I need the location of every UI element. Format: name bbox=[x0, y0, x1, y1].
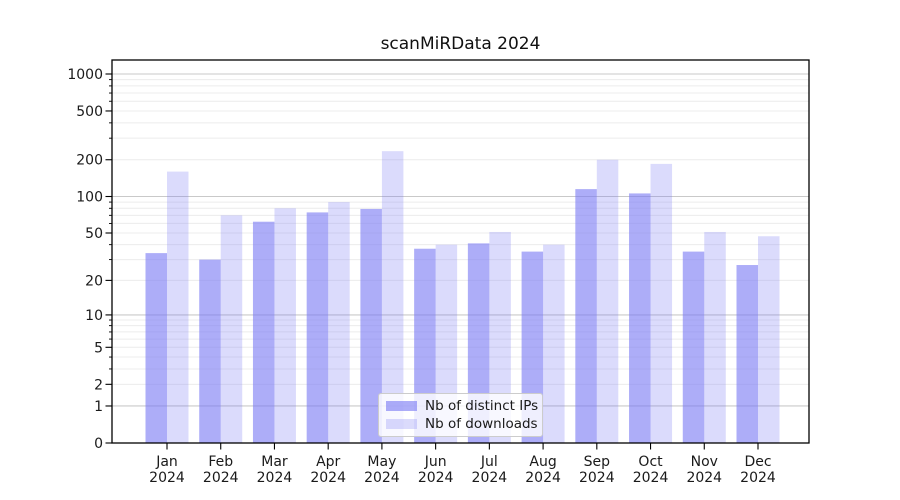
bar-may-s0 bbox=[360, 208, 382, 443]
chart-title: scanMiRData 2024 bbox=[380, 34, 541, 54]
legend-swatch-downloads bbox=[386, 419, 417, 429]
plot-frame bbox=[111, 59, 810, 444]
bar-sep-s0 bbox=[575, 189, 597, 443]
y-tick-label: 5 bbox=[94, 340, 103, 356]
bar-dec-s0 bbox=[736, 265, 758, 443]
bar-jul-s1 bbox=[489, 231, 511, 443]
x-tick-label-dec: Dec 2024 bbox=[740, 454, 776, 486]
x-tick-label-jul: Jul 2024 bbox=[472, 454, 508, 486]
x-tick-label-jan: Jan 2024 bbox=[149, 454, 185, 486]
x-tick-label-feb: Feb 2024 bbox=[203, 454, 239, 486]
bar-oct-s1 bbox=[650, 163, 673, 443]
bar-jan-s1 bbox=[167, 171, 189, 444]
chart-legend: Nb of distinct IPs Nb of downloads bbox=[378, 393, 543, 437]
y-tick-label: 20 bbox=[85, 273, 103, 289]
y-tick-label: 0 bbox=[94, 436, 103, 452]
bar-apr-s1 bbox=[328, 202, 350, 443]
bar-dec-s1 bbox=[757, 236, 780, 443]
bar-sep-s1 bbox=[596, 159, 619, 443]
y-tick-label: 10 bbox=[85, 308, 103, 324]
legend-item-distinct-ips: Nb of distinct IPs bbox=[386, 398, 539, 414]
bars-nb-of-downloads bbox=[167, 151, 780, 444]
x-tick-label-jun: Jun 2024 bbox=[418, 454, 454, 486]
bar-oct-s0 bbox=[629, 193, 651, 443]
bar-jan-s0 bbox=[145, 253, 167, 443]
bar-nov-s0 bbox=[682, 251, 705, 443]
legend-item-downloads: Nb of downloads bbox=[386, 416, 538, 432]
legend-swatch-distinct-ips bbox=[386, 401, 417, 411]
legend-label-downloads: Nb of downloads bbox=[425, 416, 538, 432]
bar-feb-s1 bbox=[220, 215, 243, 443]
bar-apr-s0 bbox=[306, 212, 329, 443]
x-tick-label-oct: Oct 2024 bbox=[633, 454, 669, 486]
bar-aug-s1 bbox=[543, 244, 565, 443]
y-axis-ticks-and-labels: 0 1 2 5 10 20 50 100 200 500 1000 bbox=[67, 67, 112, 452]
x-tick-label-mar: Mar 2024 bbox=[257, 454, 293, 486]
bar-mar-s0 bbox=[252, 221, 275, 443]
bar-feb-s0 bbox=[199, 259, 221, 443]
y-tick-label: 1 bbox=[94, 399, 103, 415]
x-tick-label-sep: Sep 2024 bbox=[579, 454, 615, 486]
y-tick-label: 2 bbox=[94, 377, 103, 393]
y-tick-label: 500 bbox=[76, 104, 103, 120]
x-axis-ticks-and-labels: Jan 2024 Feb 2024 Mar 2024 Apr 2024 May 2024 Jun 20… bbox=[149, 443, 776, 486]
y-tick-label: 200 bbox=[76, 153, 103, 169]
bar-may-s1 bbox=[381, 151, 404, 443]
legend-label-distinct-ips: Nb of distinct IPs bbox=[425, 398, 539, 414]
bar-nov-s1 bbox=[704, 231, 726, 443]
bar-mar-s1 bbox=[274, 208, 296, 443]
x-tick-label-aug: Aug 2024 bbox=[525, 454, 561, 486]
x-tick-label-may: May 2024 bbox=[364, 454, 400, 486]
x-tick-label-nov: Nov 2024 bbox=[686, 454, 722, 486]
y-minor-gridlines bbox=[112, 79, 809, 385]
y-tick-label: 50 bbox=[85, 226, 103, 242]
x-tick-label-apr: Apr 2024 bbox=[310, 454, 346, 486]
y-tick-label: 1000 bbox=[67, 67, 103, 83]
y-tick-label: 100 bbox=[76, 190, 103, 206]
